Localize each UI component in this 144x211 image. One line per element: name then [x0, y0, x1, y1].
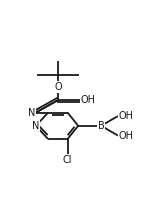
Text: OH: OH: [81, 95, 96, 105]
Text: OH: OH: [119, 111, 134, 121]
Text: N: N: [28, 108, 36, 118]
Text: B: B: [98, 121, 105, 131]
Text: OH: OH: [119, 131, 134, 141]
Text: Cl: Cl: [63, 156, 72, 165]
Text: O: O: [54, 82, 62, 92]
Text: N: N: [32, 121, 39, 131]
